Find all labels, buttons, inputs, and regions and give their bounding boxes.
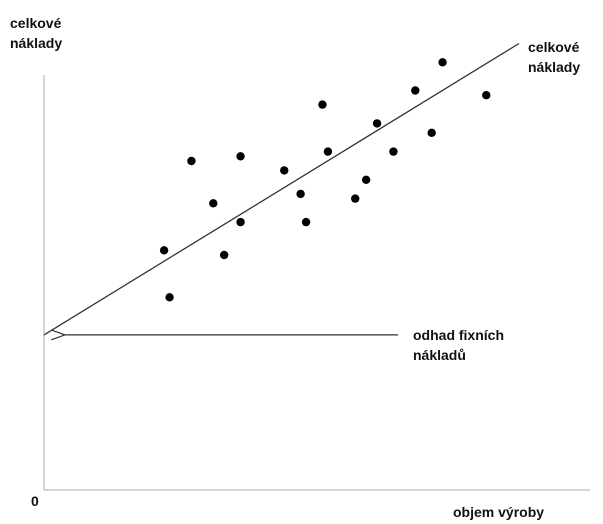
- data-point: [411, 86, 420, 95]
- trend-line-label-line-1: celkové: [528, 39, 580, 55]
- data-point: [280, 166, 289, 175]
- data-point: [209, 199, 218, 208]
- fixed-cost-label-line-2: nákladů: [413, 347, 466, 363]
- fixed-cost-label: odhad fixních nákladů: [413, 327, 508, 363]
- origin-label: 0: [31, 493, 39, 509]
- data-point: [219, 250, 229, 260]
- data-point: [296, 189, 305, 199]
- data-point: [165, 293, 174, 302]
- data-point: [351, 194, 360, 203]
- y-axis-label-line-2: náklady: [10, 35, 62, 51]
- trend-line-label-line-2: náklady: [528, 59, 580, 75]
- y-axis-label-line-1: celkové: [10, 15, 62, 31]
- data-point: [438, 58, 447, 67]
- data-point: [236, 217, 245, 227]
- y-axis-label: celkové náklady: [10, 15, 65, 51]
- x-axis-label: objem výroby: [453, 504, 544, 520]
- data-points: [159, 58, 491, 302]
- fixed-cost-label-line-1: odhad fixních: [413, 327, 504, 343]
- data-point: [187, 156, 196, 166]
- data-point: [323, 147, 333, 156]
- data-point: [236, 152, 245, 161]
- data-point: [159, 246, 169, 255]
- data-point: [318, 100, 327, 109]
- trend-line: [43, 42, 520, 336]
- data-point: [361, 175, 371, 184]
- data-point: [389, 147, 398, 156]
- data-point: [482, 91, 491, 100]
- trend-line-label: celkové náklady: [528, 39, 583, 75]
- data-point: [427, 128, 436, 137]
- data-point: [301, 217, 311, 227]
- data-point: [372, 119, 382, 128]
